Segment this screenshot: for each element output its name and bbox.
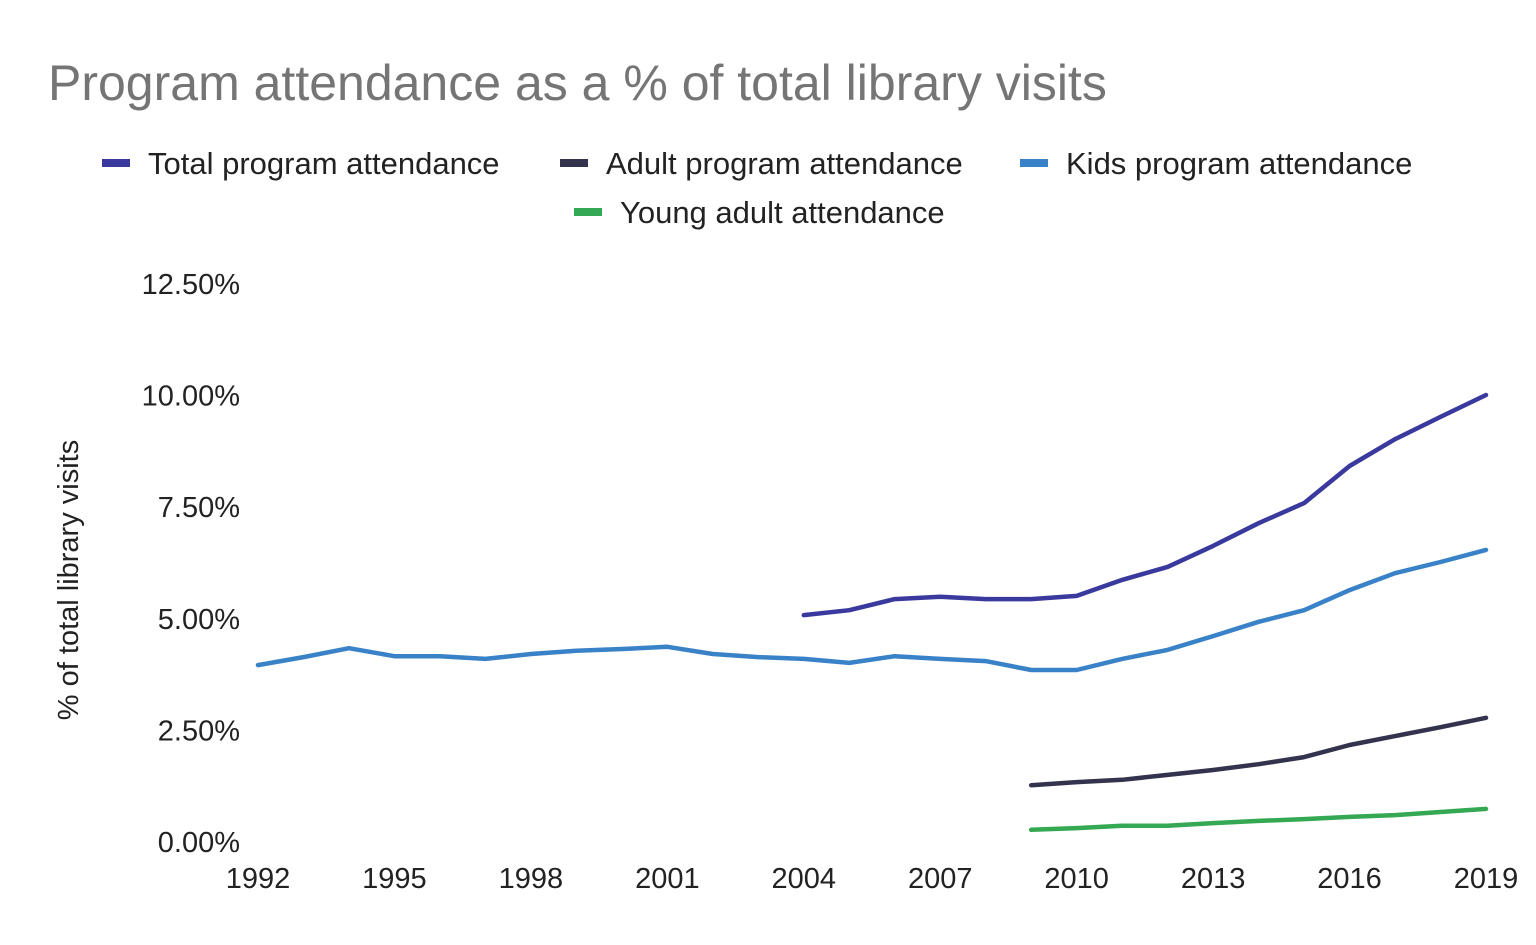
legend-swatch — [574, 208, 602, 216]
y-tick-label: 2.50% — [158, 715, 240, 747]
x-tick-label: 2004 — [772, 863, 837, 895]
x-axis: 1992 1995 1998 2001 2004 2007 2010 2013 2016 2019 — [226, 863, 1519, 895]
legend-label: Young adult attendance — [620, 195, 945, 230]
series-line-kids-program-attendance — [255, 547, 1489, 673]
x-tick-label: 1995 — [362, 863, 427, 895]
legend-swatch — [1020, 159, 1048, 167]
legend-swatch — [560, 159, 588, 167]
chart-title: Program attendance as a % of total libra… — [48, 55, 1107, 111]
y-tick-label: 5.00% — [158, 604, 240, 636]
legend: Total program attendance Adult program at… — [102, 146, 1412, 230]
series-line-total-program-attendance — [801, 392, 1489, 618]
legend-label: Total program attendance — [148, 146, 500, 181]
legend-item: Adult program attendance — [560, 146, 963, 181]
x-tick-label: 2016 — [1317, 863, 1382, 895]
x-tick-label: 2010 — [1044, 863, 1109, 895]
x-tick-label: 1998 — [499, 863, 564, 895]
legend-label: Kids program attendance — [1066, 146, 1412, 181]
legend-item: Young adult attendance — [574, 195, 945, 230]
series-line-adult-program-attendance — [1028, 715, 1489, 788]
legend-item: Total program attendance — [102, 146, 500, 181]
y-axis-label: % of total library visits — [53, 440, 85, 720]
y-tick-label: 10.00% — [142, 381, 240, 413]
x-tick-label: 2007 — [908, 863, 973, 895]
y-tick-label: 0.00% — [158, 827, 240, 859]
series-line-young-adult-attendance — [1028, 806, 1489, 833]
x-tick-label: 2019 — [1454, 863, 1519, 895]
plot-area — [255, 392, 1489, 833]
y-tick-label: 12.50% — [142, 269, 240, 301]
x-tick-label: 2001 — [635, 863, 700, 895]
legend-swatch — [102, 159, 130, 167]
y-tick-label: 7.50% — [158, 492, 240, 524]
x-tick-label: 2013 — [1181, 863, 1246, 895]
legend-item: Kids program attendance — [1020, 146, 1412, 181]
legend-label: Adult program attendance — [606, 146, 963, 181]
x-tick-label: 1992 — [226, 863, 291, 895]
y-axis: 0.00% 2.50% 5.00% 7.50% 10.00% 12.50% — [142, 269, 240, 859]
